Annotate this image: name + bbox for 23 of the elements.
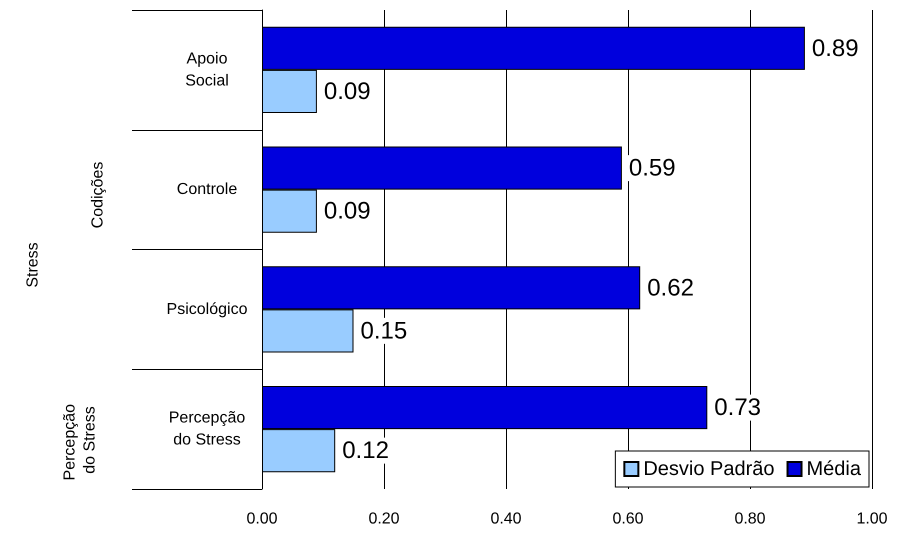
y-tick-label: Controle bbox=[176, 181, 238, 198]
y-tick-label: Percepção do Stress bbox=[168, 410, 246, 449]
x-tick-label: 0.20 bbox=[368, 510, 400, 528]
data-label: 0.89 bbox=[812, 34, 859, 62]
legend-label: Desvio Padrão bbox=[643, 458, 775, 480]
legend-label: Média bbox=[806, 458, 862, 480]
data-label: 0.15 bbox=[360, 317, 408, 344]
text: Stress bbox=[24, 242, 42, 288]
data-label: 0.62 bbox=[647, 274, 694, 302]
x-tick-label: 0.80 bbox=[734, 510, 766, 528]
x-tick-label: 0.60 bbox=[612, 510, 644, 528]
y-tick-label: Apoio Social bbox=[185, 50, 229, 90]
text: Percepção do Stress bbox=[62, 400, 98, 480]
data-label: 0.09 bbox=[324, 78, 371, 105]
data-label: 0.12 bbox=[342, 437, 389, 464]
x-tick-label: 0.00 bbox=[246, 510, 278, 528]
x-tick-label: 0.40 bbox=[490, 510, 522, 528]
data-label: 0.59 bbox=[628, 154, 676, 182]
text: Codições bbox=[90, 162, 106, 228]
data-label: 0.09 bbox=[324, 198, 371, 225]
data-label: 0.73 bbox=[714, 394, 762, 422]
y-tick-label: Psicológico bbox=[166, 300, 248, 318]
x-tick-label: 1.00 bbox=[856, 510, 888, 528]
